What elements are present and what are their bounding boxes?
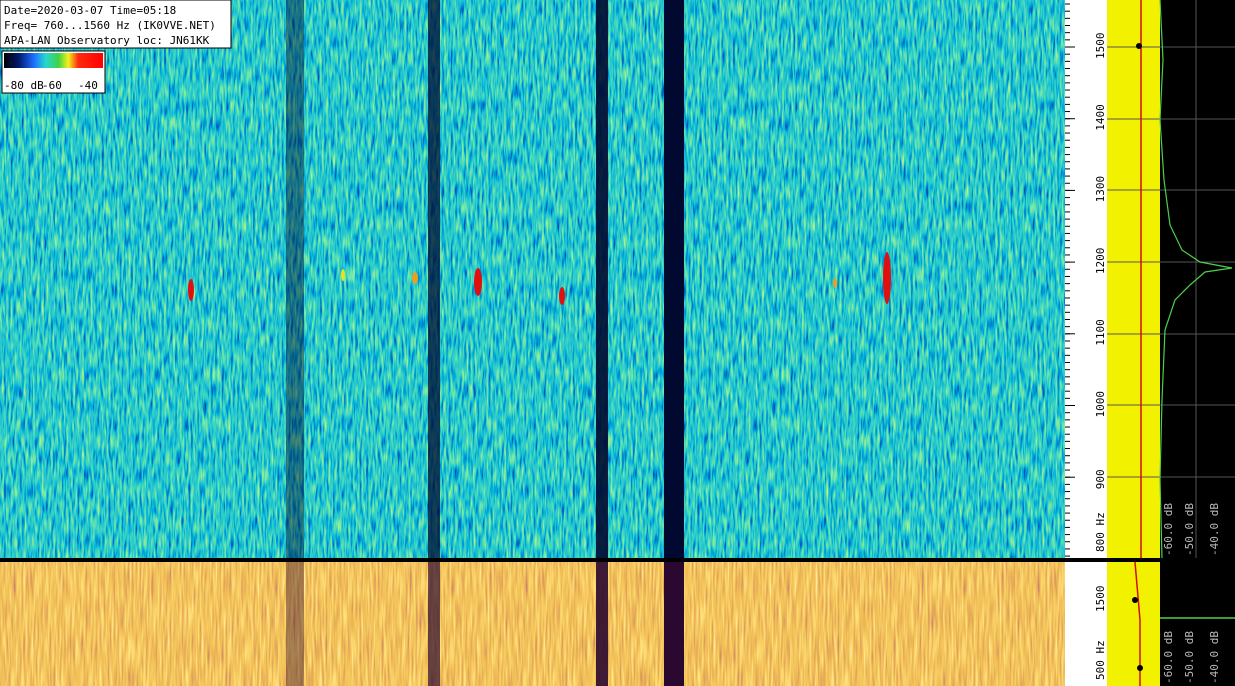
marker	[1132, 597, 1138, 603]
freq-axis-panel	[1065, 0, 1107, 558]
colorbar-label: -40	[78, 79, 98, 92]
freq-axis-label: 800 Hz	[1094, 512, 1107, 552]
header-line: Freq= 760...1560 Hz (IK0VVE.NET)	[4, 19, 216, 32]
lower-dark-bands	[286, 562, 684, 686]
freq-tick-label: 1000	[1094, 391, 1107, 418]
level-label: -50.0 dB	[1183, 503, 1196, 556]
header-line: APA-LAN Observatory loc: JN61KK	[4, 34, 210, 47]
lower-level-label: -60.0 dB	[1162, 631, 1175, 684]
spectrum-trace	[1159, 0, 1233, 559]
lower-spectrum-background	[1160, 562, 1235, 686]
freq-tick-label: 900	[1094, 469, 1107, 489]
header-line: Date=2020-03-07 Time=05:18	[4, 4, 176, 17]
spectrum-grid	[1107, 0, 1235, 558]
freq-tick-label: 1400	[1094, 104, 1107, 131]
freq-tick-label: 1200	[1094, 248, 1107, 275]
freq-tick-label: 1500	[1094, 33, 1107, 60]
marker	[1137, 665, 1143, 671]
lower-waterfall	[0, 562, 1065, 686]
colorbar-label: -60	[42, 79, 62, 92]
lower-spectrum-fill	[1107, 562, 1160, 686]
marker	[1136, 43, 1142, 49]
lower-freq-label: 1500	[1094, 586, 1107, 613]
colorbar-label: -80 dB	[4, 79, 44, 92]
lower-spectrum-average	[1134, 561, 1141, 686]
lower-level-label: -40.0 dB	[1208, 631, 1221, 684]
level-label: -60.0 dB	[1162, 503, 1175, 556]
dark-bands	[286, 0, 684, 558]
meteor-echoes	[188, 252, 891, 305]
freq-tick-label: 1100	[1094, 319, 1107, 346]
freq-axis: 1500 1400 1300 1200 1100 1000 900	[1065, 3, 1107, 557]
freq-tick-label: 1300	[1094, 176, 1107, 203]
spectrum-fill	[1107, 0, 1160, 558]
separator	[0, 558, 1235, 562]
lower-axis-panel	[1065, 562, 1107, 686]
colorbar	[4, 53, 103, 68]
header-box	[0, 0, 232, 49]
lower-level-label: -50.0 dB	[1183, 631, 1196, 684]
waterfall	[0, 0, 1065, 558]
level-label: -40.0 dB	[1208, 503, 1221, 556]
lower-freq-label: 500 Hz	[1094, 640, 1107, 680]
